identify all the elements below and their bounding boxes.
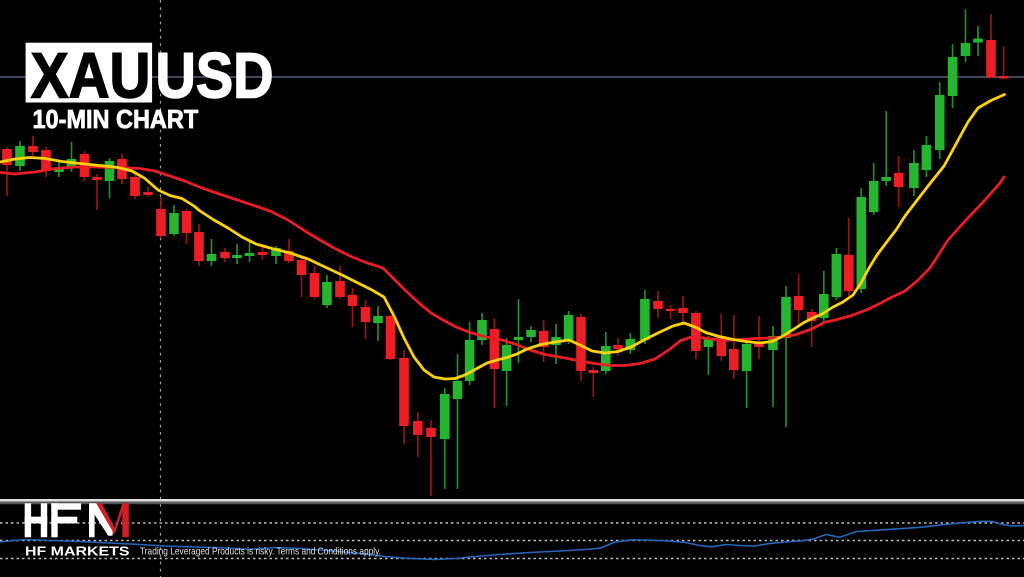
svg-text:USD: USD [156,39,274,111]
svg-text:10-MIN CHART: 10-MIN CHART [33,104,199,134]
svg-text:XAU: XAU [31,39,151,111]
svg-text:Trading Leveraged Products is: Trading Leveraged Products is risky. Ter… [140,546,381,558]
svg-text:HF MARKETS: HF MARKETS [25,544,130,558]
